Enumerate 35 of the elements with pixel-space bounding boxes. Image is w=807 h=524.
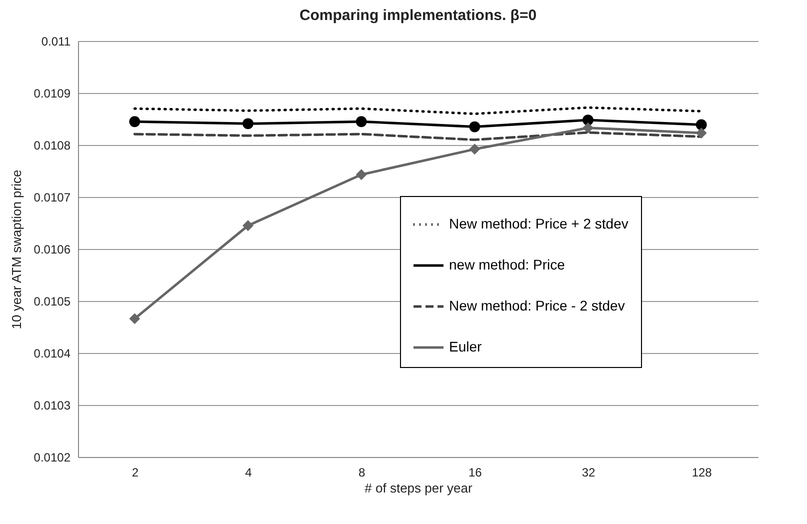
point	[696, 119, 707, 130]
point	[582, 122, 594, 134]
point	[356, 169, 367, 180]
x-axis-title: # of steps per year	[364, 480, 474, 496]
point	[129, 116, 140, 128]
legend-label: New method: Price + 2 stdev	[449, 216, 628, 232]
x-tick-label: 32	[582, 466, 596, 480]
y-tick-label: 0.0102	[34, 450, 71, 464]
legend-label: Euler	[449, 338, 482, 354]
y-tick-label: 0.0106	[34, 242, 71, 256]
x-tick-label: 128	[692, 466, 712, 480]
y-tick-label: 0.0107	[34, 190, 71, 204]
point	[129, 313, 140, 324]
y-tick-label: 0.011	[41, 34, 71, 48]
legend-label: New method: Price - 2 stdev	[449, 298, 625, 314]
point	[469, 121, 480, 132]
y-tick-label: 0.0108	[34, 138, 71, 152]
x-tick-label: 2	[132, 466, 139, 480]
point	[356, 116, 367, 128]
line-series	[133, 106, 703, 116]
point	[696, 128, 707, 139]
chart-title: Comparing implementations. β=0	[299, 7, 537, 24]
point	[469, 144, 480, 155]
x-tick-label: 8	[358, 466, 366, 480]
point	[582, 114, 594, 126]
legend-label: new method: Price	[449, 256, 566, 272]
point	[242, 118, 254, 130]
y-tick-label: 0.0105	[34, 294, 71, 308]
y-tick-label: 0.0109	[34, 86, 71, 100]
point	[242, 220, 254, 232]
y-tick-label: 0.0104	[34, 346, 71, 360]
y-axis-title: 10 year ATM swaption price	[8, 170, 24, 330]
x-tick-label: 4	[245, 466, 252, 480]
y-tick-label: 0.0103	[34, 398, 71, 412]
x-tick-label: 16	[468, 466, 482, 480]
